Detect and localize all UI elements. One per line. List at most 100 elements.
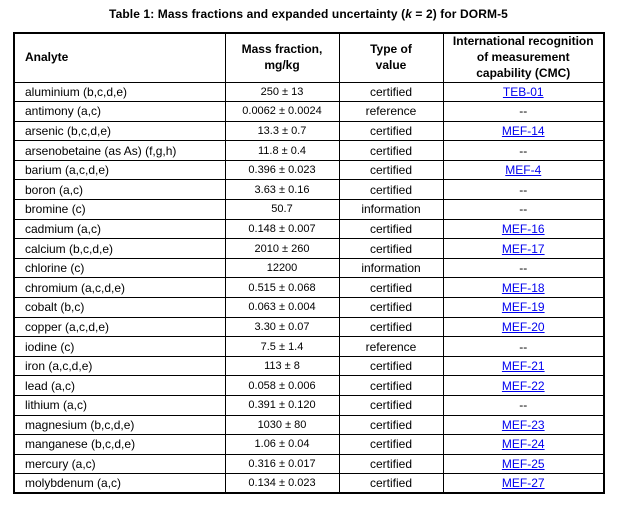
table-row: lithium (a,c) 0.391 ± 0.120 certified -- (13, 395, 605, 416)
type-of-value-cell: certified (338, 218, 444, 240)
type-of-value-cell: certified (338, 316, 444, 338)
table-row: iron (a,c,d,e) 113 ± 8 certified MEF-21 (13, 355, 605, 377)
type-of-value-cell: reference (338, 101, 444, 122)
cmc-link[interactable]: MEF-27 (501, 476, 545, 491)
table-row: copper (a,c,d,e) 3.30 ± 0.07 certified M… (13, 316, 605, 338)
cmc-link[interactable]: MEF-24 (501, 437, 545, 452)
cmc-cell: MEF-16 (442, 218, 605, 240)
cmc-link[interactable]: MEF-14 (501, 123, 545, 138)
table-row: cadmium (a,c) 0.148 ± 0.007 certified ME… (13, 218, 605, 240)
cmc-cell: MEF-25 (442, 453, 605, 475)
analyte-cell: mercury (a,c) (13, 453, 226, 475)
table-row: lead (a,c) 0.058 ± 0.006 certified MEF-2… (13, 375, 605, 396)
table-row: arsenobetaine (as As) (f,g,h) 11.8 ± 0.4… (13, 140, 605, 161)
cmc-link[interactable]: MEF-16 (501, 221, 545, 236)
type-of-value-cell: information (338, 257, 444, 279)
type-of-value-cell: certified (338, 277, 444, 299)
type-of-value-cell: information (338, 199, 444, 220)
analyte-cell: iron (a,c,d,e) (13, 355, 226, 377)
analyte-cell: manganese (b,c,d,e) (13, 434, 226, 455)
cmc-cell: MEF-4 (442, 159, 605, 181)
header-cmc: International recognition of measurement… (442, 32, 605, 83)
cmc-cell: TEB-01 (442, 81, 605, 103)
mass-fraction-cell: 0.063 ± 0.004 (224, 297, 340, 318)
mass-fractions-table: Analyte Mass fraction, mg/kg Type of val… (13, 32, 605, 495)
header-type-of-value: Type of value (338, 32, 444, 83)
analyte-cell: chromium (a,c,d,e) (13, 277, 226, 299)
header-mass-fraction: Mass fraction, mg/kg (224, 32, 340, 83)
document-page: Table 1: Mass fractions and expanded unc… (13, 7, 605, 495)
mass-fraction-cell: 3.30 ± 0.07 (224, 316, 340, 338)
type-of-value-cell: certified (338, 434, 444, 455)
cmc-link[interactable]: TEB-01 (502, 84, 544, 99)
analyte-cell: barium (a,c,d,e) (13, 159, 226, 181)
mass-fraction-cell: 50.7 (224, 199, 340, 220)
cmc-cell: -- (442, 336, 605, 357)
cmc-cell: MEF-20 (442, 316, 605, 338)
mass-fraction-cell: 0.391 ± 0.120 (224, 395, 340, 416)
analyte-cell: lithium (a,c) (13, 395, 226, 416)
type-of-value-cell: certified (338, 414, 444, 436)
type-of-value-cell: certified (338, 179, 444, 201)
cmc-link[interactable]: MEF-23 (501, 417, 545, 432)
table-row: mercury (a,c) 0.316 ± 0.017 certified ME… (13, 453, 605, 475)
mass-fraction-cell: 3.63 ± 0.16 (224, 179, 340, 201)
analyte-cell: cobalt (b,c) (13, 297, 226, 318)
cmc-cell: -- (442, 179, 605, 201)
table-row: magnesium (b,c,d,e) 1030 ± 80 certified … (13, 414, 605, 436)
table-row: boron (a,c) 3.63 ± 0.16 certified -- (13, 179, 605, 201)
cmc-link[interactable]: MEF-25 (501, 457, 545, 472)
mass-fraction-cell: 0.515 ± 0.068 (224, 277, 340, 299)
table-row: molybdenum (a,c) 0.134 ± 0.023 certified… (13, 473, 605, 494)
type-of-value-cell: certified (338, 355, 444, 377)
mass-fraction-cell: 11.8 ± 0.4 (224, 140, 340, 161)
cmc-cell: MEF-17 (442, 238, 605, 259)
type-of-value-cell: certified (338, 297, 444, 318)
type-of-value-cell: certified (338, 81, 444, 103)
cmc-cell: -- (442, 199, 605, 220)
type-of-value-cell: reference (338, 336, 444, 357)
mass-fraction-cell: 7.5 ± 1.4 (224, 336, 340, 357)
caption-text-suffix: = 2) for DORM-5 (412, 7, 508, 21)
cmc-link[interactable]: MEF-18 (501, 280, 545, 295)
type-of-value-cell: certified (338, 375, 444, 396)
mass-fraction-cell: 0.316 ± 0.017 (224, 453, 340, 475)
analyte-cell: lead (a,c) (13, 375, 226, 396)
type-of-value-cell: certified (338, 395, 444, 416)
mass-fraction-cell: 0.0062 ± 0.0024 (224, 101, 340, 122)
cmc-cell: MEF-24 (442, 434, 605, 455)
table-row: cobalt (b,c) 0.063 ± 0.004 certified MEF… (13, 297, 605, 318)
cmc-link[interactable]: MEF-21 (501, 359, 545, 374)
cmc-link[interactable]: MEF-20 (501, 319, 545, 334)
cmc-link[interactable]: MEF-22 (501, 378, 545, 393)
cmc-link[interactable]: MEF-19 (501, 300, 545, 315)
cmc-cell: MEF-27 (442, 473, 605, 494)
mass-fraction-cell: 1030 ± 80 (224, 414, 340, 436)
cmc-link[interactable]: MEF-17 (501, 241, 545, 256)
type-of-value-cell: certified (338, 473, 444, 494)
mass-fraction-cell: 0.058 ± 0.006 (224, 375, 340, 396)
table-row: calcium (b,c,d,e) 2010 ± 260 certified M… (13, 238, 605, 259)
type-of-value-cell: certified (338, 453, 444, 475)
type-of-value-cell: certified (338, 120, 444, 142)
cmc-cell: MEF-18 (442, 277, 605, 299)
mass-fraction-cell: 250 ± 13 (224, 81, 340, 103)
analyte-cell: boron (a,c) (13, 179, 226, 201)
type-of-value-cell: certified (338, 238, 444, 259)
analyte-cell: antimony (a,c) (13, 101, 226, 122)
cmc-link[interactable]: MEF-4 (505, 163, 542, 178)
mass-fraction-cell: 13.3 ± 0.7 (224, 120, 340, 142)
analyte-cell: copper (a,c,d,e) (13, 316, 226, 338)
table-row: aluminium (b,c,d,e) 250 ± 13 certified T… (13, 81, 605, 103)
type-of-value-cell: certified (338, 140, 444, 161)
mass-fraction-cell: 0.396 ± 0.023 (224, 159, 340, 181)
table-row: arsenic (b,c,d,e) 13.3 ± 0.7 certified M… (13, 120, 605, 142)
table-row: antimony (a,c) 0.0062 ± 0.0024 reference… (13, 101, 605, 122)
mass-fraction-cell: 1.06 ± 0.04 (224, 434, 340, 455)
cmc-cell: MEF-14 (442, 120, 605, 142)
analyte-cell: cadmium (a,c) (13, 218, 226, 240)
header-analyte: Analyte (13, 32, 226, 83)
analyte-cell: arsenobetaine (as As) (f,g,h) (13, 140, 226, 161)
header-row: Analyte Mass fraction, mg/kg Type of val… (13, 32, 605, 83)
caption-text-prefix: Table 1: Mass fractions and expanded unc… (109, 7, 406, 21)
